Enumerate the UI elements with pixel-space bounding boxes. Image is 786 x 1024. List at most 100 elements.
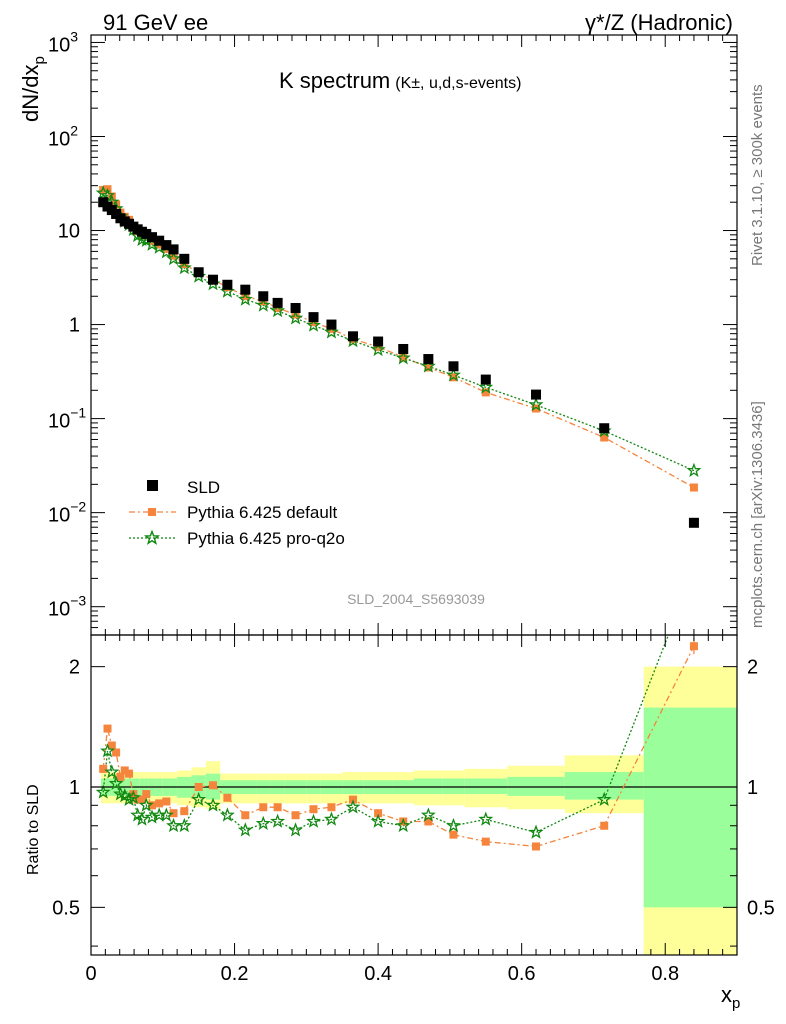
- ratio-point-default: [125, 769, 134, 778]
- point-default: [99, 185, 108, 194]
- y-axis-title-main: dN/dx: [18, 65, 43, 122]
- point-sld: [141, 228, 152, 239]
- point-sld: [168, 244, 179, 255]
- y-axis-title-sub: p: [31, 56, 48, 64]
- point-sld: [531, 389, 542, 400]
- ratio-point-proq2o: [191, 791, 207, 806]
- y-tick-label: 10−1: [48, 405, 86, 433]
- point-sld: [326, 319, 337, 330]
- point-sld: [290, 303, 301, 314]
- x-tick-label: 0: [85, 963, 96, 985]
- ratio-point-proq2o: [95, 784, 111, 799]
- y-tick-label: 103: [48, 28, 78, 56]
- ratio-band-inner: [507, 776, 565, 796]
- chart-title-sub: (K±, u,d,s-events): [395, 75, 521, 92]
- legend-marker-default: [148, 508, 156, 516]
- ratio-point-proq2o: [478, 811, 494, 826]
- point-sld: [240, 284, 251, 295]
- y-tick-exp: 3: [70, 28, 78, 44]
- main-series-group: [95, 185, 702, 528]
- ratio-point-default: [273, 803, 282, 812]
- ratio-point-proq2o: [112, 786, 128, 801]
- x-axis-title: xp: [721, 982, 740, 1012]
- ratio-axis-title: Ratio to SLD: [25, 784, 42, 875]
- chart-title: K spectrum (K±, u,d,s-events): [279, 68, 521, 93]
- ratio-point-proq2o: [528, 824, 544, 839]
- ratio-point-proq2o: [345, 799, 361, 814]
- point-proq2o: [306, 317, 321, 332]
- point-proq2o: [323, 324, 339, 339]
- ratio-tick-label-left: 0.5: [52, 897, 80, 919]
- header-left: 91 GeV ee: [103, 10, 208, 35]
- x-tick-label: 0.8: [651, 963, 679, 985]
- ratio-plot-area: [91, 563, 737, 955]
- ratio-point-proq2o: [288, 822, 304, 837]
- point-default: [241, 292, 250, 301]
- ratio-point-default: [142, 790, 151, 799]
- legend-label-sld: SLD: [187, 478, 220, 497]
- x-axis-title-sub: p: [732, 995, 740, 1012]
- point-default: [689, 483, 698, 492]
- ratio-point-default: [133, 795, 142, 804]
- ratio-point-default: [259, 803, 268, 812]
- point-default: [180, 260, 189, 269]
- point-proq2o: [528, 397, 544, 412]
- ratio-point-proq2o: [158, 807, 174, 822]
- point-default: [273, 304, 282, 313]
- ratio-point-default: [374, 809, 383, 818]
- ratio-point-proq2o: [688, 563, 699, 574]
- mcplots-source-label: mcplots.cern.ch [arXiv:1306.3436]: [749, 401, 766, 628]
- point-sld: [193, 267, 204, 278]
- ratio-point-default: [107, 741, 116, 750]
- point-default: [169, 251, 178, 260]
- legend-label-proq2o: Pythia 6.425 pro-q2o: [187, 529, 345, 548]
- point-default: [481, 388, 490, 397]
- ratio-point-proq2o: [270, 813, 286, 828]
- header-right: γ*/Z (Hadronic): [585, 10, 733, 35]
- ratio-point-default: [148, 801, 157, 810]
- ratio-point-proq2o: [596, 791, 612, 806]
- ratio-point-proq2o: [134, 811, 150, 826]
- ratio-point-proq2o: [205, 797, 221, 812]
- y-tick-exp: −3: [70, 593, 86, 609]
- ratio-line-default: [102, 645, 695, 848]
- y-tick-base: 10: [48, 34, 70, 56]
- ratio-point-default: [103, 724, 112, 733]
- ratio-point-default: [532, 842, 541, 851]
- point-sld: [398, 343, 409, 354]
- legend-marker-proq2o: [143, 529, 161, 545]
- point-default: [399, 353, 408, 362]
- ratio-tick-label-left: 1: [69, 777, 80, 799]
- ratio-point-default: [137, 795, 146, 804]
- point-default: [374, 342, 383, 351]
- point-proq2o: [237, 291, 253, 306]
- point-default: [532, 404, 541, 413]
- ratio-point-proq2o: [370, 813, 386, 828]
- ratio-band-inner: [464, 778, 508, 795]
- point-sld: [448, 361, 459, 372]
- point-sld: [154, 235, 165, 246]
- ratio-point-proq2o: [306, 813, 321, 828]
- ratio-point-proq2o: [176, 817, 192, 833]
- ratio-point-default: [155, 799, 164, 808]
- point-sld: [222, 279, 233, 290]
- point-proq2o: [420, 358, 436, 373]
- ratio-point-default: [194, 783, 203, 792]
- ratio-point-proq2o: [108, 775, 124, 790]
- ratio-point-proq2o: [237, 822, 253, 837]
- y-tick-label: 10−2: [48, 499, 86, 527]
- ratio-point-default: [129, 790, 138, 799]
- point-sld: [423, 354, 434, 365]
- point-proq2o: [395, 350, 411, 365]
- ratio-tick-label-left: 2: [69, 657, 80, 679]
- ratio-tick-label-right: 2: [747, 657, 758, 679]
- y-tick-base: 10: [48, 411, 70, 433]
- y-tick-base: 10: [48, 599, 70, 621]
- ratio-point-proq2o: [125, 789, 141, 805]
- point-sld: [347, 331, 358, 342]
- y-tick-label: 1: [69, 315, 80, 337]
- header-right-prefix: γ*/Z: [585, 10, 624, 35]
- ratio-point-default: [99, 764, 108, 773]
- point-proq2o: [255, 297, 271, 312]
